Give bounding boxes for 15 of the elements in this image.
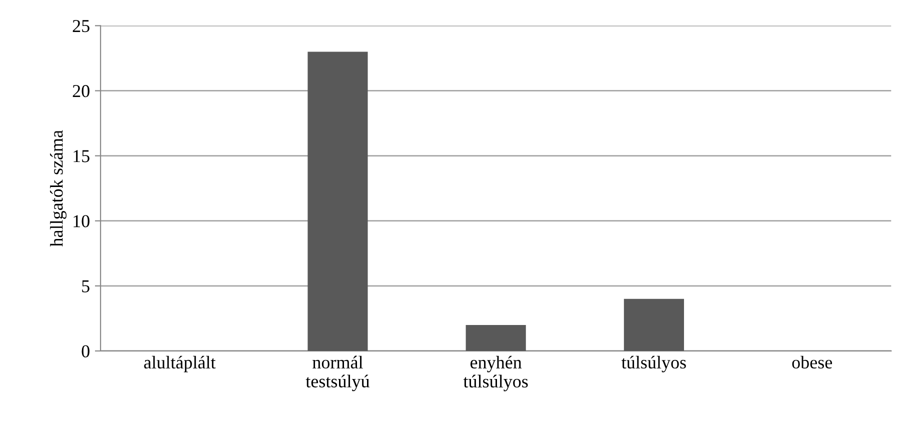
y-tick-label: 10 [74,215,90,228]
y-tick-label: 20 [72,84,90,98]
y-tick-label: 25 [72,20,90,32]
y-tick-label: 5 [82,280,90,292]
x-tick-label: alultáplált [144,356,216,372]
y-tick-label: 0 [82,345,90,358]
bar [308,52,368,351]
x-tick-label: túlsúlyos [622,356,686,372]
bar [624,298,684,351]
x-tick-label: normál testsúlyú [306,356,370,392]
x-tick-label: obese [792,356,832,369]
bar [466,324,526,351]
x-tick-label: enyhén túlsúlyos [463,356,528,392]
y-tick-label: 15 [74,150,90,162]
y-axis-title: hallgatók száma [50,130,67,247]
